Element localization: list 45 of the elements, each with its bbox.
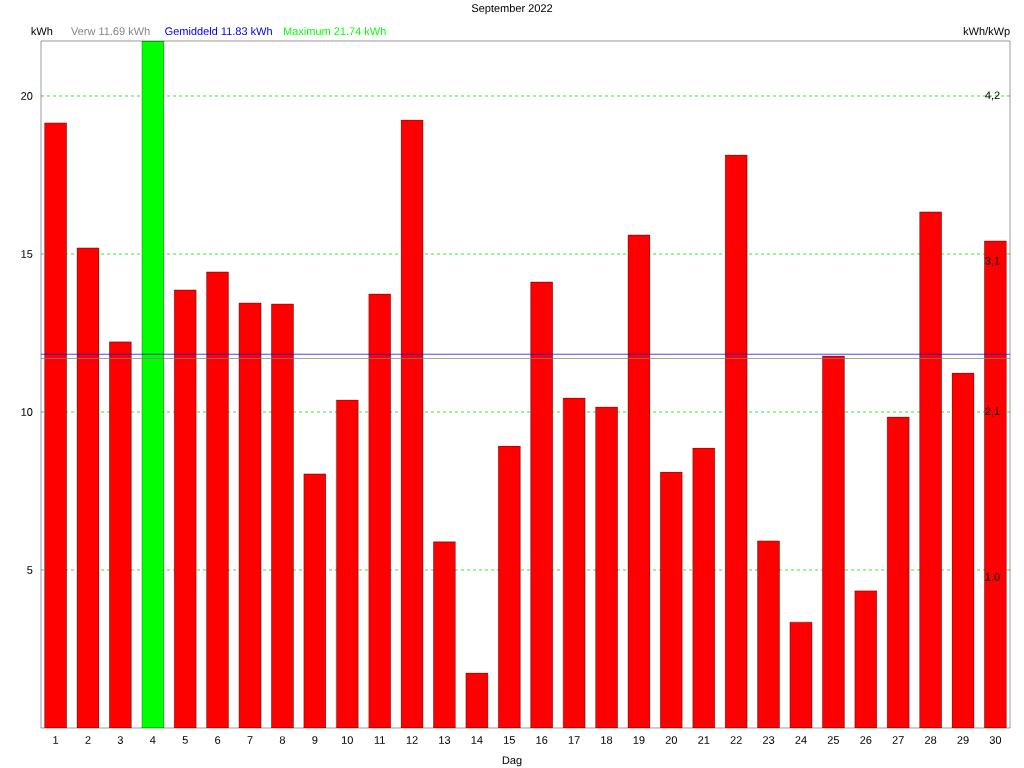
x-tick-label: 16 [536,736,548,744]
x-tick-label: 18 [601,736,613,744]
x-tick-label: 23 [763,736,775,744]
x-tick-label: 20 [665,736,678,744]
x-tick-label: 11 [374,736,385,744]
x-tick-label: 24 [795,736,807,744]
x-tick-label: 6 [215,736,221,744]
x-tick-label: 7 [247,736,253,744]
x-tick-label: 10 [341,736,353,744]
y2-tick-label: 3,1 [985,256,1000,267]
x-tick-label: 3 [117,736,123,744]
x-tick-label: 5 [182,736,188,744]
ref-line-label: Gemiddeld 11.83 kWh [165,27,272,36]
chart-title: September 2022 [471,4,553,15]
x-tick-label: 15 [504,736,515,744]
x-tick-label: 29 [957,736,969,744]
x-tick-label: 26 [860,736,872,744]
y2-tick-label: 1,0 [985,572,1000,583]
x-tick-label: 19 [633,736,645,744]
x-tick-label: 9 [312,736,318,744]
y2-tick-label: 2,1 [985,407,1000,417]
y2-axis-title: kWh/kWp [963,27,1010,38]
y-tick-label: 10 [21,408,33,416]
x-tick-label: 13 [439,736,451,744]
x-tick-label: 14 [471,736,483,744]
x-tick-label: 17 [568,736,580,744]
x-tick-label: 30 [989,736,1002,744]
y-axis-title: kWh [31,27,53,35]
x-tick-label: 21 [698,736,710,744]
x-tick-label: 22 [730,736,742,744]
x-tick-label: 12 [406,736,418,744]
text: Maximum 21.74 kWh [283,27,386,36]
y2-tick-label: 4,2 [985,91,1000,101]
x-tick-label: 8 [279,736,286,744]
x-tick-label: 28 [925,736,937,744]
x-tick-label: 4 [150,736,156,744]
y-tick-label: 5 [27,566,33,574]
x-tick-label: 25 [827,736,840,744]
x-tick-label: 27 [892,736,904,744]
x-tick-label: 2 [85,736,91,744]
ref-line-label: Verw 11.69 kWh [70,27,150,36]
y-tick-label: 20 [21,92,33,100]
x-tick-label: 1 [53,736,59,744]
y-tick-label: 15 [21,250,33,258]
x-axis-title: Dag [502,756,522,767]
